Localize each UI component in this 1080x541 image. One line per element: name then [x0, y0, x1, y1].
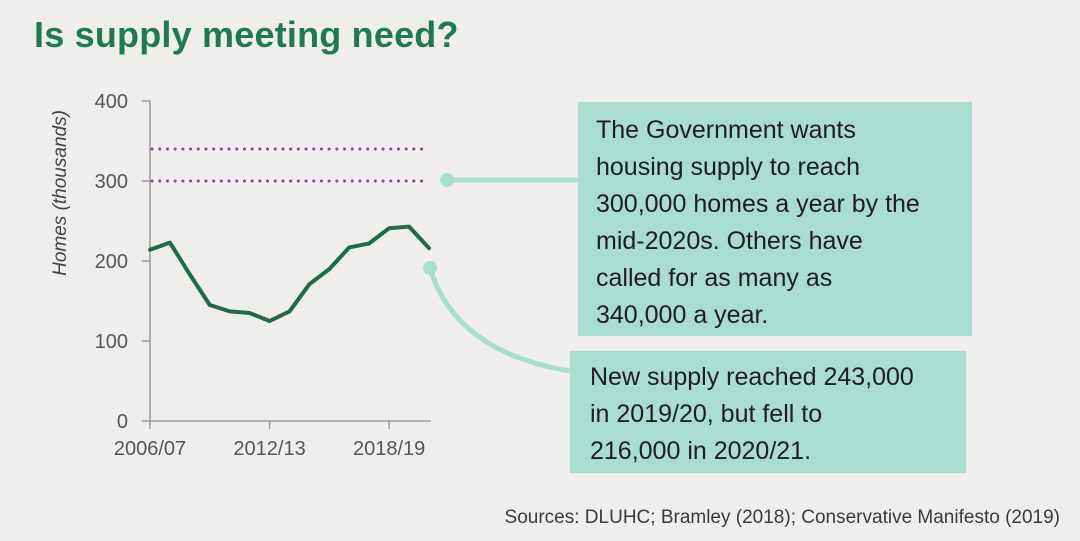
reference-lines — [150, 147, 425, 183]
y-tick-label: 200 — [95, 251, 128, 273]
sources-note: Sources: DLUHC; Bramley (2018); Conserva… — [504, 507, 1060, 528]
y-axis-label: Homes (thousands) — [50, 110, 71, 276]
supply-callout: New supply reached 243,000 in 2019/20, b… — [570, 351, 966, 473]
series-layer — [148, 224, 431, 323]
y-tick-label: 0 — [117, 411, 128, 433]
callout-connectors — [423, 173, 578, 374]
chart-axes: 0 100 200 300 400 2006/07 2012/13 2018/19 Homes … — [50, 91, 431, 460]
chart-title: Is supply meeting need? — [34, 14, 459, 55]
x-tick-label: 2006/07 — [114, 438, 186, 460]
y-tick-label: 100 — [95, 331, 128, 353]
x-tick-label: 2018/19 — [353, 438, 425, 460]
y-tick-label: 400 — [95, 91, 128, 113]
connector-curve — [427, 267, 571, 374]
supply-line — [148, 224, 431, 323]
x-tick-label: 2012/13 — [233, 438, 305, 460]
target-callout: The Government wants housing supply to r… — [578, 102, 972, 336]
y-tick-label: 300 — [95, 171, 128, 193]
